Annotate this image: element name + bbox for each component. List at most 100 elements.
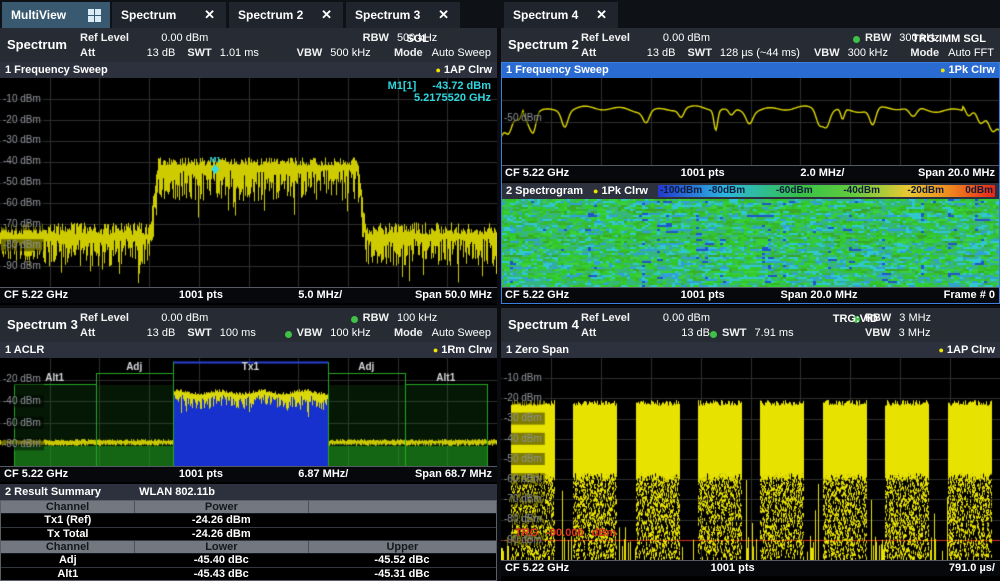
spectrum2-sweep-titlebar[interactable]: 1 Frequency Sweep ● 1Pk Clrw [501,62,1000,78]
tab-spectrum-2[interactable]: Spectrum 2 ✕ [229,2,343,28]
sweep-points[interactable]: 1001 pts [680,289,725,301]
aclr-graph[interactable] [0,358,497,466]
tab-spectrum-4[interactable]: Spectrum 4 ✕ [504,2,618,28]
mode-value[interactable]: Auto Sweep [431,46,491,59]
spectrum1-window-titlebar[interactable]: 1 Frequency Sweep ● 1AP Clrw [0,62,497,78]
window-title: 1 ACLR [5,344,45,356]
span-value[interactable]: Span 50.0 MHz [414,289,492,301]
tab-spectrum-3[interactable]: Spectrum 3 ✕ [346,2,460,28]
close-icon[interactable]: ✕ [596,7,607,22]
tab-bar: MultiView Spectrum ✕ Spectrum 2 ✕ Spectr… [0,0,1000,28]
vbw-value[interactable]: 3 MHz [898,326,931,339]
result-summary-titlebar[interactable]: 2 Result Summary WLAN 802.11b [0,484,497,500]
center-frequency[interactable]: CF 5.22 GHz [4,468,69,480]
colorbar-tick: -40dBm [843,185,880,196]
trace-badge[interactable]: ● 1Pk Clrw [940,64,995,76]
span-value[interactable]: Span 20.0 MHz [917,167,995,179]
marker-readout: M1[1] -43.72 dBm 5.2175520 GHz [388,80,491,104]
spectrum2-trace-canvas[interactable] [501,78,1000,165]
spectrum1-footer: CF 5.22 GHz 1001 pts 5.0 MHz/ Span 50.0 … [0,287,497,303]
tab-spectrum-1[interactable]: Spectrum ✕ [112,2,226,28]
close-icon[interactable]: ✕ [438,7,449,22]
spectrum1-graph[interactable] [0,78,497,287]
swt-value[interactable]: 1.01 ms [219,46,259,59]
zero-span-titlebar[interactable]: 1 Zero Span ● 1AP Clrw [501,342,1000,358]
trace-badge[interactable]: ● 1AP Clrw [435,64,492,76]
mode-value[interactable]: Auto Sweep [431,326,491,339]
table-cell: Channel [45,541,90,554]
swt-value[interactable]: 128 µs (~44 ms) [719,46,800,59]
swt-value[interactable]: 7.91 ms [754,326,794,339]
header-row-1: Ref Level 0.00 dBm RBW 3 MHz TRG:VID [581,310,994,326]
sweep-points[interactable]: 1001 pts [710,562,755,574]
header-row-2: Att 13 dB SWT 100 ms VBW 100 kHz Mode Auto S… [80,325,491,340]
vbw-value[interactable]: 500 kHz [330,46,371,59]
center-frequency[interactable]: CF 5.22 GHz [505,289,570,301]
rbw-value[interactable]: 500 kHz [396,31,438,44]
tab-multiview[interactable]: MultiView [2,2,110,28]
trace-badge[interactable]: ● 1AP Clrw [938,344,995,356]
aclr-window-titlebar[interactable]: 1 ACLR ● 1Rm Clrw [0,342,497,358]
table-header-row: Channel Lower Upper [1,540,496,555]
spectrum2-sweep-graph[interactable] [501,78,1000,165]
result-summary-table: Channel Power Tx1 (Ref) -24.26 dBm Tx To… [0,500,497,581]
tab-label: Spectrum [121,8,177,22]
trace-badge[interactable]: ● 1Rm Clrw [432,344,492,356]
vbw-value[interactable]: 300 kHz [847,46,888,59]
att-value[interactable]: 13 dB [646,46,676,59]
spectrogram-graph[interactable] [501,199,1000,287]
spectrum1-channel-header[interactable]: Spectrum Ref Level 0.00 dBm RBW 500 kHz SG… [0,28,497,62]
center-frequency[interactable]: CF 5.22 GHz [505,167,570,179]
sweep-points[interactable]: 1001 pts [178,468,223,480]
table-cell: Upper [307,540,496,554]
zero-span-trace-canvas[interactable] [501,358,1000,560]
scale-per-div[interactable]: 791.0 µs/ [948,562,995,574]
ref-level-value[interactable]: 0.00 dBm [161,31,209,44]
colorbar-tick: 0dBm [965,185,993,196]
spectrum1-trace-canvas[interactable] [0,78,497,287]
header-row-2: Att 13 dB SWT 128 µs (~44 ms) VBW 300 kHz M… [581,45,994,60]
att-label: Att [80,326,96,339]
center-frequency[interactable]: CF 5.22 GHz [4,289,69,301]
vbw-value[interactable]: 100 kHz [330,326,371,339]
att-value[interactable]: 13 dB [146,326,176,339]
trigger-level-label[interactable]: TRG -90.000 dBm [515,527,617,539]
frame-number[interactable]: Frame # 0 [943,289,995,301]
scale-per-div[interactable]: 5.0 MHz/ [298,289,343,301]
vbw-label: VBW [296,326,323,339]
ref-level-value[interactable]: 0.00 dBm [662,31,710,44]
aclr-trace-canvas[interactable] [0,358,497,466]
rbw-value[interactable]: 300 kHz [899,31,940,44]
spectrogram-titlebar[interactable]: 2 Spectrogram ● 1Pk Clrw -100dBm -80dBm -… [501,183,1000,199]
span-value[interactable]: Span 68.7 MHz [414,468,492,480]
status-dot-icon [284,330,292,338]
spectrum3-channel-header[interactable]: Spectrum 3 Ref Level 0.00 dBm RBW 100 kHz … [0,308,497,342]
ref-level-value[interactable]: 0.00 dBm [161,311,209,324]
att-value[interactable]: 13 dB [146,46,176,59]
mode-value[interactable]: Auto FFT [948,46,994,59]
rbw-value[interactable]: 3 MHz [899,311,932,324]
swt-value[interactable]: 100 ms [219,326,256,339]
tab-label: Spectrum 3 [355,8,421,22]
window-title: 2 Spectrogram [506,185,584,197]
spectrum4-channel-header[interactable]: Spectrum 4 Ref Level 0.00 dBm RBW 3 MHz TR… [501,308,1000,342]
scale-per-div[interactable]: 2.0 MHz/ [800,167,845,179]
ref-level-value[interactable]: 0.00 dBm [662,311,710,324]
zero-span-graph[interactable] [501,358,1000,560]
span-value[interactable]: Span 20.0 MHz [780,289,858,301]
status-dot-icon [350,315,358,323]
center-frequency[interactable]: CF 5.22 GHz [505,562,570,574]
close-icon[interactable]: ✕ [321,7,332,22]
close-icon[interactable]: ✕ [204,7,215,22]
rbw-value[interactable]: 100 kHz [396,311,438,324]
sweep-points[interactable]: 1001 pts [680,167,725,179]
spectrogram-canvas[interactable] [501,199,1000,287]
att-label: Att [581,326,597,339]
trace-badge[interactable]: ● 1Pk Clrw [593,185,648,197]
att-value[interactable]: 13 dB [681,326,710,339]
spectrogram-footer: CF 5.22 GHz 1001 pts Span 20.0 MHz Frame… [501,287,1000,303]
scale-per-div[interactable]: 6.87 MHz/ [298,468,349,480]
spectrum2-channel-header[interactable]: Spectrum 2 Ref Level 0.00 dBm RBW 300 kHz … [501,28,1000,62]
sweep-points[interactable]: 1001 pts [178,289,223,301]
standard-name: WLAN 802.11b [139,486,215,498]
